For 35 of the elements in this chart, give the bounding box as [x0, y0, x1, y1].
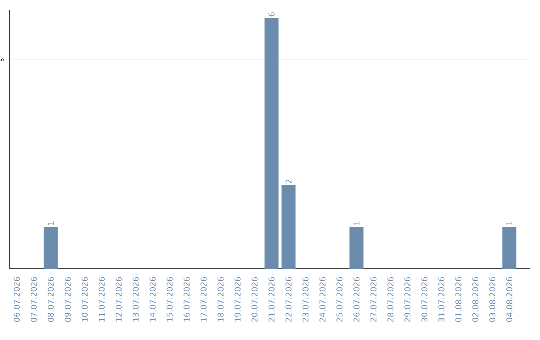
x-tick-label: 13.07.2026 [132, 277, 139, 322]
x-tick-label: 04.08.2026 [506, 277, 513, 322]
x-tick-label: 27.07.2026 [370, 277, 377, 322]
x-tick-label: 19.07.2026 [234, 277, 241, 322]
x-tick-label: 28.07.2026 [388, 277, 394, 322]
x-tick-label: 31.07.2026 [438, 277, 445, 322]
data-label: 1 [354, 222, 360, 226]
x-tick-label: 26.07.2026 [354, 277, 360, 322]
x-tick-label: 20.07.2026 [252, 277, 258, 322]
x-tick-label: 08.07.2026 [48, 277, 54, 322]
x-tick-label: 18.07.2026 [218, 277, 224, 322]
x-tick-label: 11.07.2026 [98, 277, 105, 322]
x-tick-label: 29.07.2026 [404, 277, 411, 322]
x-tick-label: 17.07.2026 [200, 277, 207, 322]
x-tick-label: 16.07.2026 [184, 277, 190, 322]
x-tick-label: 01.08.2026 [456, 277, 462, 322]
x-tick-label: 09.07.2026 [64, 277, 71, 322]
x-tick-label: 12.07.2026 [116, 277, 122, 322]
x-tick-label: 25.07.2026 [336, 277, 343, 322]
x-tick-label: 23.07.2026 [302, 277, 309, 322]
x-tick-label: 22.07.2026 [286, 277, 292, 322]
x-tick-label: 21.07.2026 [268, 277, 275, 322]
x-tick-label: 06.07.2026 [14, 277, 20, 322]
data-label: 2 [286, 180, 292, 184]
x-tick-label: 03.08.2026 [490, 277, 496, 322]
x-tick-label: 02.08.2026 [472, 277, 479, 322]
data-label: 6 [268, 12, 275, 17]
x-tick-label: 24.07.2026 [320, 277, 326, 322]
x-tick-label: 14.07.2026 [150, 277, 156, 322]
x-tick-label: 07.07.2026 [30, 277, 37, 322]
data-label: 1 [48, 222, 54, 226]
x-tick-label: 10.07.2026 [82, 277, 88, 322]
x-tick-label: 30.07.2026 [422, 277, 428, 322]
data-label: 1 [506, 222, 513, 226]
x-tick-label: 15.07.2026 [166, 277, 173, 322]
